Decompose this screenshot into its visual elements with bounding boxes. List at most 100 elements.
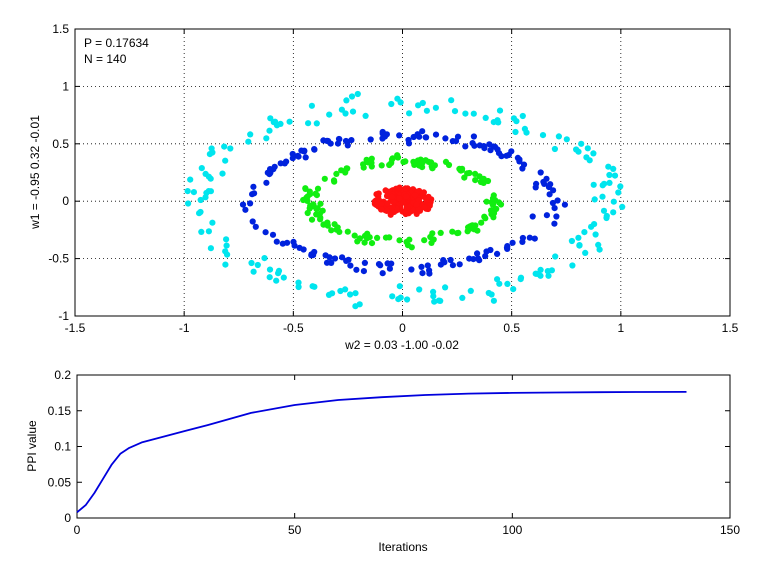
scatter-point [419,99,426,107]
scatter-point [544,268,551,275]
scatter-point [418,263,425,270]
scatter-point [368,163,375,170]
scatter-point [290,238,297,245]
line-x-ticks: 0 50 100 150 [74,375,740,537]
scatter-point [617,183,624,190]
scatter-point [575,148,582,155]
scatter-point [396,195,403,202]
scatter-point [289,150,296,158]
scatter-point [245,138,252,145]
line-y-tick-label: 0.05 [48,475,72,489]
scatter-point [402,158,409,165]
scatter-point [328,259,335,266]
scatter-point [382,187,389,194]
scatter-point [517,276,524,283]
scatter-point [396,184,403,191]
scatter-point [459,294,466,301]
line-panel: 0 50 100 150 0 0.05 0.1 0.15 0.2 Iterations PPI… [25,368,740,554]
scatter-y-tick-label: 0 [62,194,69,208]
scatter-point [457,166,464,174]
scatter-point [219,170,226,177]
line-y-tick-label: 0.1 [54,440,71,454]
scatter-point [394,95,401,102]
scatter-point [419,270,426,277]
scatter-point [428,163,435,170]
scatter-point [523,129,530,136]
scatter-point [430,293,437,300]
scatter-point [386,265,393,272]
scatter-point [342,137,350,145]
scatter-point [489,201,497,208]
scatter-point [476,257,483,264]
scatter-point [321,175,328,182]
scatter-point [442,284,449,291]
scatter-point [488,207,495,215]
scatter-point [610,209,617,216]
scatter-point [317,200,324,207]
scatter-point [606,179,613,186]
scatter-point [342,286,349,293]
scatter-point [328,227,335,234]
scatter-y-label: w1 = -0.95 0.32 -0.01 [28,115,42,230]
scatter-x-tick-label: 0 [399,321,406,335]
scatter-point [394,154,402,161]
scatter-point [426,267,433,274]
scatter-point [311,248,318,256]
scatter-point [351,232,358,239]
scatter-point [273,277,280,284]
scatter-point [432,104,439,111]
scatter-point [397,294,404,301]
scatter-point [575,234,582,241]
scatter-point [339,254,346,261]
scatter-point [411,192,419,199]
scatter-point [482,215,489,222]
line-x-tick-label: 150 [720,523,740,537]
series-inner-ring [300,152,505,251]
scatter-point [262,229,269,236]
scatter-point [421,237,428,244]
scatter-point [404,296,411,303]
scatter-point [209,219,216,226]
scatter-point [485,289,492,297]
scatter-point [266,274,273,281]
scatter-point [363,156,370,163]
scatter-point [493,205,500,212]
scatter-point [552,253,559,260]
scatter-point [331,255,339,262]
scatter-point [185,200,192,207]
scatter-point [465,224,472,231]
scatter-point [537,169,544,176]
scatter-point [582,249,589,256]
line-y-label: PPI value [25,420,39,472]
scatter-point [586,157,593,164]
scatter-point [555,133,563,140]
scatter-point [472,177,479,184]
scatter-point [467,287,474,294]
scatter-y-tick-label: 1.5 [52,22,69,36]
scatter-point [396,132,403,139]
scatter-point [454,133,462,140]
line-series [76,391,687,513]
scatter-point [378,206,385,213]
scatter-y-tick-label: -0.5 [48,252,69,266]
scatter-point [595,241,602,248]
scatter-point [529,213,536,220]
scatter-point [348,93,356,100]
scatter-point [408,266,415,273]
scatter-point [378,162,385,169]
scatter-point [411,161,418,168]
scatter-point [420,189,427,196]
scatter-point [390,198,397,205]
scatter-point [320,137,327,144]
scatter-point [551,145,559,153]
scatter-point [406,236,413,243]
line-y-ticks: 0 0.05 0.1 0.15 0.2 [48,368,730,525]
scatter-point [431,298,438,305]
scatter-point [250,268,257,275]
scatter-point [379,128,386,136]
scatter-point [361,259,368,266]
scatter-point [396,283,403,290]
scatter-point [389,293,396,300]
scatter-point [520,161,528,168]
